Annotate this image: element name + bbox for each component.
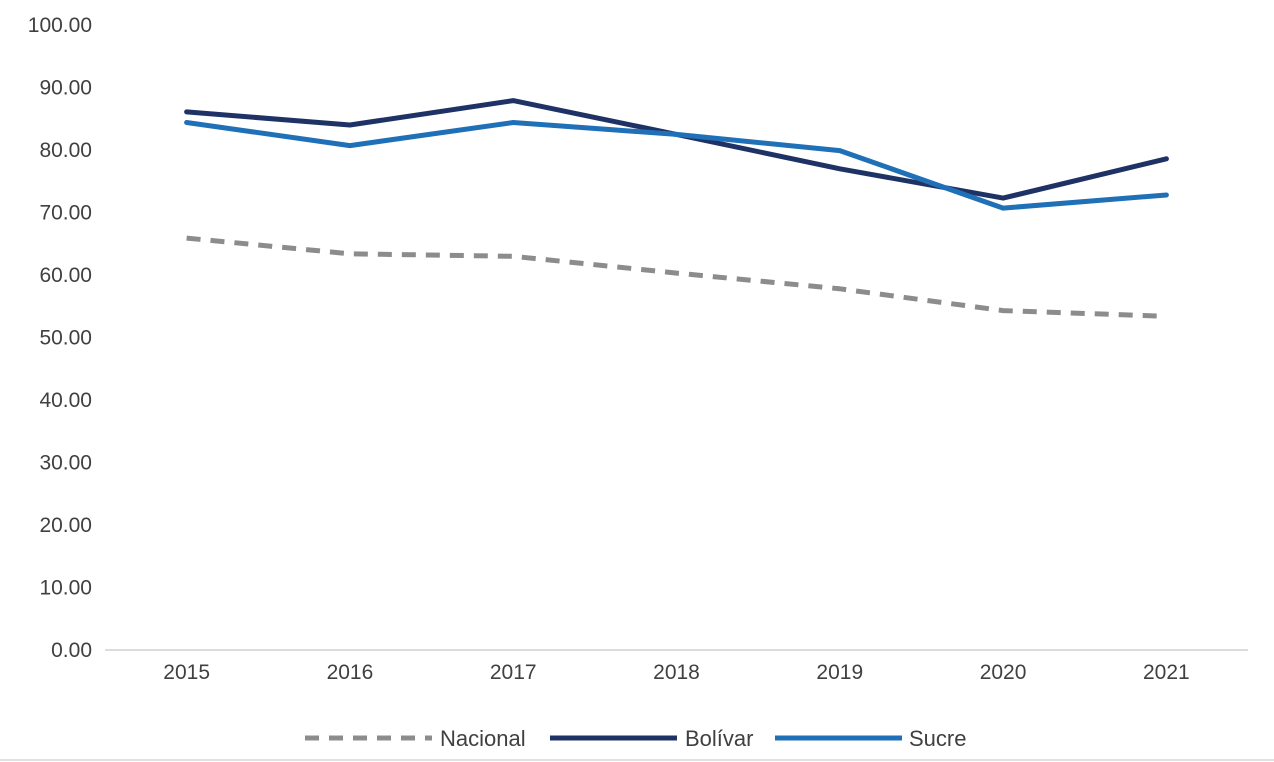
y-tick-label: 60.00 bbox=[39, 264, 92, 287]
legend-item-nacional: Nacional bbox=[305, 726, 526, 751]
y-tick-label: 80.00 bbox=[39, 139, 92, 162]
y-tick-label: 70.00 bbox=[39, 202, 92, 225]
legend-label: Bolívar bbox=[685, 726, 753, 751]
x-tick-label: 2018 bbox=[653, 661, 700, 684]
y-tick-label: 100.00 bbox=[28, 14, 92, 37]
y-tick-label: 30.00 bbox=[39, 452, 92, 475]
x-tick-label: 2021 bbox=[1143, 661, 1190, 684]
x-tick-label: 2016 bbox=[327, 661, 374, 684]
series-line-nacional bbox=[186, 235, 1167, 319]
x-tick-label: 2017 bbox=[490, 661, 537, 684]
legend-item-sucre: Sucre bbox=[775, 726, 966, 751]
y-tick-label: 90.00 bbox=[39, 77, 92, 100]
legend-label: Sucre bbox=[909, 726, 966, 751]
y-tick-label: 0.00 bbox=[51, 639, 92, 662]
series-line-sucre bbox=[184, 120, 1169, 211]
series-group bbox=[184, 98, 1169, 319]
y-tick-label: 20.00 bbox=[39, 514, 92, 537]
legend: Nacional Bolívar Sucre bbox=[305, 726, 966, 751]
y-tick-label: 50.00 bbox=[39, 327, 92, 350]
x-tick-label: 2019 bbox=[816, 661, 863, 684]
legend-item-bolvar: Bolívar bbox=[550, 726, 753, 751]
legend-label: Nacional bbox=[440, 726, 526, 751]
y-axis: 0.00 10.00 20.00 30.00 40.00 50.00 60.00 70.00 8… bbox=[28, 14, 92, 662]
x-axis: 2015 2016 2017 2018 2019 2020 2021 bbox=[105, 649, 1248, 684]
series-line-bolvar bbox=[184, 98, 1169, 201]
x-tick-label: 2020 bbox=[980, 661, 1027, 684]
y-tick-label: 40.00 bbox=[39, 389, 92, 412]
y-tick-label: 10.00 bbox=[39, 577, 92, 600]
x-tick-label: 2015 bbox=[163, 661, 210, 684]
